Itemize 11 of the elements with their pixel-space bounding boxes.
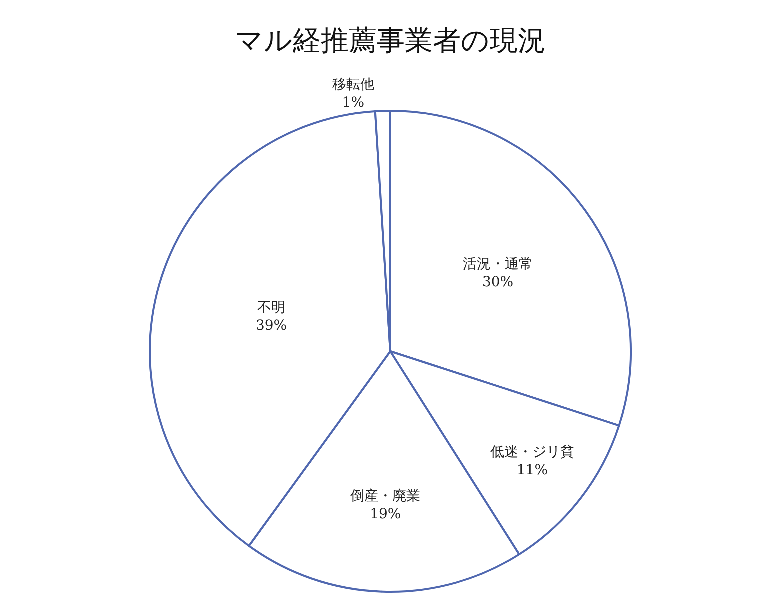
data-label: 1% (342, 95, 365, 112)
data-label: 11% (516, 462, 548, 479)
slice-label: 低迷・ジリ貧 (490, 444, 574, 461)
data-label: 30% (482, 274, 514, 290)
data-label: 19% (370, 506, 402, 522)
slice-label: 移転他 (332, 76, 374, 93)
slice-label: 不明 (258, 300, 286, 316)
data-label: 39% (256, 318, 288, 334)
slice-label: 活況・通常 (463, 256, 534, 272)
slice-label: 倒産・廃業 (350, 488, 421, 504)
chart-title: マル経推薦事業者の現況 (235, 24, 546, 57)
